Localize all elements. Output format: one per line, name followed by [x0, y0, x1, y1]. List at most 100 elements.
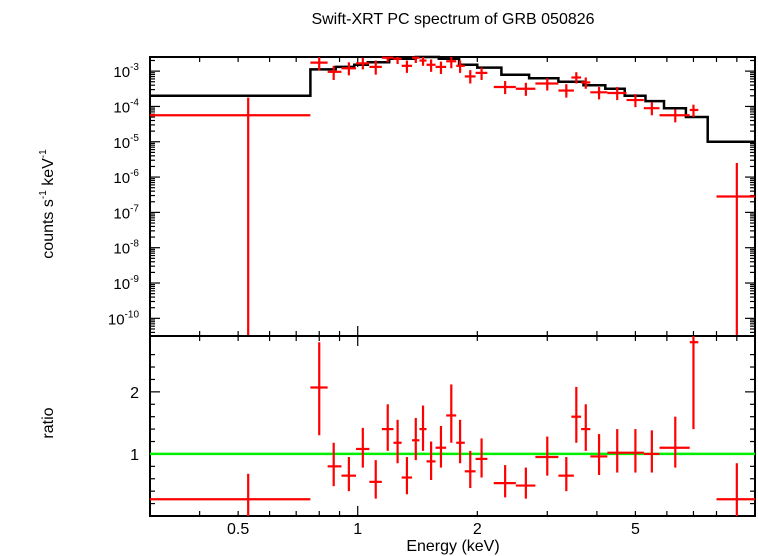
spectrum-data-point [581, 77, 591, 89]
model-step-line [150, 55, 755, 144]
ratio-data-point [412, 417, 420, 461]
spectrum-data-point [590, 87, 608, 100]
y-axis-label-base: counts s [40, 199, 57, 259]
spectrum-data-point [456, 60, 465, 73]
spectrum-data-point [659, 109, 690, 123]
y-tick-base: 10 [113, 99, 130, 116]
spectrum-data-point [626, 94, 644, 108]
spectrum-data-point [341, 62, 356, 76]
y-tick-label: 10-4 [113, 97, 139, 116]
spectrum-data-point [515, 82, 536, 96]
y-tick-exp: -7 [130, 203, 139, 214]
ratio-data-point [419, 405, 427, 451]
y-tick-base: 10 [113, 170, 130, 187]
spectrum-data-point [369, 60, 382, 75]
y-tick-base: 10 [113, 241, 130, 258]
y-tick-exp: -3 [130, 62, 139, 73]
ratio-data-point [327, 442, 342, 487]
y-axis-label-sup2: -1 [38, 149, 49, 158]
spectrum-frame [149, 56, 756, 337]
y-tick-label: 10-3 [113, 62, 139, 81]
spectrum-data-point [150, 97, 311, 336]
spectrum-data-point [419, 57, 427, 66]
y-tick-base: 10 [108, 311, 125, 328]
spectrum-data-point [393, 57, 402, 65]
spectrum-data-point [571, 72, 582, 84]
ratio-data-point [607, 429, 627, 473]
ratio-data-point [426, 441, 436, 480]
spectrum-data-point [689, 104, 699, 118]
y-tick-label: 10-6 [113, 168, 139, 187]
ratio-data-point [355, 427, 370, 468]
spectrum-panel: 10-310-410-510-610-710-810-910-10 [108, 55, 756, 346]
ratio-data-point [571, 386, 582, 443]
x-tick-label: 1 [353, 521, 362, 538]
ratio-data-point [475, 438, 488, 478]
spectrum-data-point [716, 162, 755, 336]
spectrum-data-point [435, 61, 447, 74]
spectrum-data-point [643, 102, 660, 116]
y-axis-label-mid: keV [40, 158, 57, 190]
ratio-data-point [659, 416, 690, 468]
spectrum-data-point [475, 67, 488, 80]
ratio-data-point [515, 467, 536, 499]
spectrum-data-point [355, 57, 370, 70]
ratio-data-point [643, 430, 660, 473]
spectrum-data-point [607, 87, 627, 101]
y-axis-label-ratio: ratio [40, 407, 57, 438]
y-tick-base: 10 [113, 135, 130, 152]
ratio-data-point [689, 336, 699, 430]
y-tick-base: 10 [113, 276, 130, 293]
ratio-data-point [456, 419, 465, 464]
y-axis-label-sup1: -1 [38, 190, 49, 199]
y-tick-label: 2 [130, 385, 139, 402]
spectrum-data-point [401, 60, 413, 73]
spectrum-data-point [426, 59, 436, 72]
spectrum-data-point [464, 70, 476, 84]
y-tick-label: 1 [130, 447, 139, 464]
ratio-data-point [341, 457, 356, 492]
ratio-data-point [581, 404, 591, 451]
y-tick-label: 10-7 [113, 203, 139, 222]
y-tick-label: 10-9 [113, 274, 139, 293]
y-tick-label: 10-8 [113, 239, 139, 258]
ratio-frame [149, 335, 756, 517]
ratio-data-point [446, 384, 457, 443]
spectrum-data-point [381, 56, 394, 63]
ratio-data-point [150, 473, 311, 516]
ratio-data-point [369, 460, 382, 499]
x-tick-label: 0.5 [227, 521, 249, 538]
spectrum-data-point [558, 84, 574, 98]
ratio-panel: 0.5 1 2 5 1 2 [130, 335, 756, 538]
ratio-data-point [401, 457, 413, 495]
y-tick-exp: -10 [125, 309, 140, 320]
y-tick-label: 10-10 [108, 309, 140, 328]
ratio-data-point [464, 450, 476, 489]
spectrum-data-point [493, 81, 516, 95]
ratio-data-point [310, 342, 328, 436]
ratio-data-point [535, 436, 559, 476]
y-tick-exp: -8 [130, 239, 139, 250]
chart-title: Swift-XRT PC spectrum of GRB 050826 [311, 11, 594, 28]
ratio-data-point [716, 463, 755, 516]
y-tick-exp: -6 [130, 168, 139, 179]
y-tick-base: 10 [113, 205, 130, 222]
ratio-data-point [626, 429, 644, 473]
spectrum-data-point [310, 57, 328, 71]
x-tick-label: 5 [631, 521, 640, 538]
x-tick-label: 2 [473, 521, 482, 538]
spectrum-data-point [535, 78, 559, 91]
ratio-data-point [381, 404, 394, 451]
spectrum-data-point [412, 56, 420, 64]
y-tick-exp: -4 [130, 97, 139, 108]
ratio-data-point [435, 426, 447, 468]
ratio-data-point [590, 434, 608, 476]
y-tick-base: 10 [113, 64, 130, 81]
ratio-data-point [393, 419, 402, 464]
y-tick-label: 10-5 [113, 133, 139, 152]
y-tick-exp: -9 [130, 274, 139, 285]
ratio-data-point [558, 457, 574, 492]
spectrum-data-point [327, 65, 342, 80]
y-tick-exp: -5 [130, 133, 139, 144]
